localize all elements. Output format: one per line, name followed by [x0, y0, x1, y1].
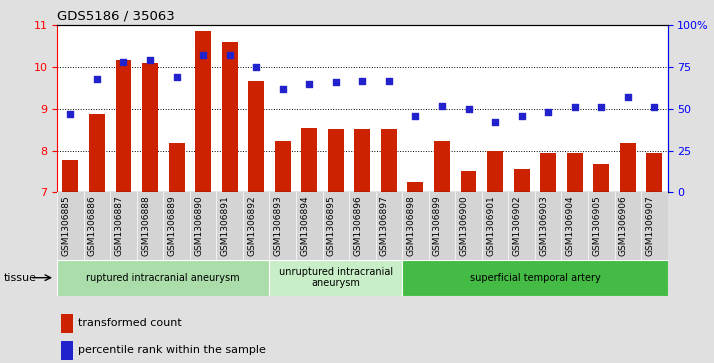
Bar: [301, 128, 317, 192]
Text: unruptured intracranial
aneurysm: unruptured intracranial aneurysm: [278, 267, 393, 289]
Text: superficial temporal artery: superficial temporal artery: [470, 273, 600, 283]
Bar: [402, 260, 668, 296]
Text: GSM1306901: GSM1306901: [486, 196, 495, 257]
Text: GSM1306894: GSM1306894: [301, 196, 309, 256]
Text: tissue: tissue: [4, 273, 36, 283]
Text: percentile rank within the sample: percentile rank within the sample: [78, 346, 266, 355]
Point: [463, 106, 474, 112]
Point: [251, 64, 262, 70]
Text: GSM1306904: GSM1306904: [565, 196, 575, 256]
Point: [277, 86, 288, 92]
Text: GSM1306888: GSM1306888: [141, 196, 150, 257]
Text: GSM1306906: GSM1306906: [619, 196, 628, 257]
Bar: [269, 260, 402, 296]
Bar: [62, 160, 79, 192]
Text: GSM1306905: GSM1306905: [592, 196, 601, 257]
Point: [197, 53, 208, 58]
Point: [303, 81, 315, 87]
Bar: [248, 81, 264, 192]
Text: GSM1306907: GSM1306907: [645, 196, 654, 257]
Bar: [354, 129, 371, 192]
Text: GSM1306900: GSM1306900: [460, 196, 468, 257]
Text: GSM1306892: GSM1306892: [247, 196, 256, 256]
Text: GSM1306891: GSM1306891: [221, 196, 230, 257]
Bar: [142, 63, 158, 192]
Point: [224, 53, 236, 58]
Text: GSM1306899: GSM1306899: [433, 196, 442, 257]
Point: [410, 113, 421, 118]
Bar: [89, 114, 105, 192]
Point: [543, 109, 554, 115]
Text: GSM1306890: GSM1306890: [194, 196, 203, 257]
Bar: [61, 314, 74, 333]
Text: transformed count: transformed count: [78, 318, 181, 328]
Point: [65, 111, 76, 117]
Bar: [487, 151, 503, 192]
Bar: [408, 182, 423, 192]
Point: [516, 113, 528, 118]
Text: GSM1306885: GSM1306885: [61, 196, 71, 257]
Text: GSM1306895: GSM1306895: [327, 196, 336, 257]
Text: GSM1306902: GSM1306902: [513, 196, 522, 256]
Text: ruptured intracranial aneurysm: ruptured intracranial aneurysm: [86, 273, 240, 283]
Point: [144, 58, 156, 64]
Bar: [328, 129, 343, 192]
Point: [648, 104, 660, 110]
Bar: [434, 142, 450, 192]
Point: [489, 119, 501, 125]
Point: [436, 103, 448, 109]
Bar: [567, 153, 583, 192]
Bar: [513, 170, 530, 192]
Point: [118, 59, 129, 65]
Point: [622, 94, 633, 100]
Bar: [381, 129, 397, 192]
Point: [171, 74, 182, 80]
Bar: [593, 164, 609, 192]
Bar: [620, 143, 635, 192]
Text: GSM1306886: GSM1306886: [88, 196, 97, 257]
Point: [595, 104, 607, 110]
Bar: [275, 142, 291, 192]
Text: GSM1306893: GSM1306893: [273, 196, 283, 257]
Point: [330, 79, 341, 85]
Bar: [169, 143, 184, 192]
Bar: [61, 341, 74, 360]
Point: [356, 78, 368, 83]
Bar: [461, 171, 476, 192]
Bar: [221, 42, 238, 192]
Text: GSM1306897: GSM1306897: [380, 196, 389, 257]
Text: GDS5186 / 35063: GDS5186 / 35063: [57, 9, 175, 22]
Text: GSM1306896: GSM1306896: [353, 196, 362, 257]
Bar: [195, 31, 211, 192]
Bar: [646, 153, 663, 192]
Bar: [116, 60, 131, 192]
Point: [383, 78, 395, 83]
Point: [91, 76, 103, 82]
Text: GSM1306898: GSM1306898: [406, 196, 416, 257]
Point: [569, 104, 580, 110]
Text: GSM1306903: GSM1306903: [539, 196, 548, 257]
Bar: [540, 153, 556, 192]
Text: GSM1306889: GSM1306889: [168, 196, 176, 257]
Text: GSM1306887: GSM1306887: [114, 196, 124, 257]
Bar: [57, 260, 269, 296]
